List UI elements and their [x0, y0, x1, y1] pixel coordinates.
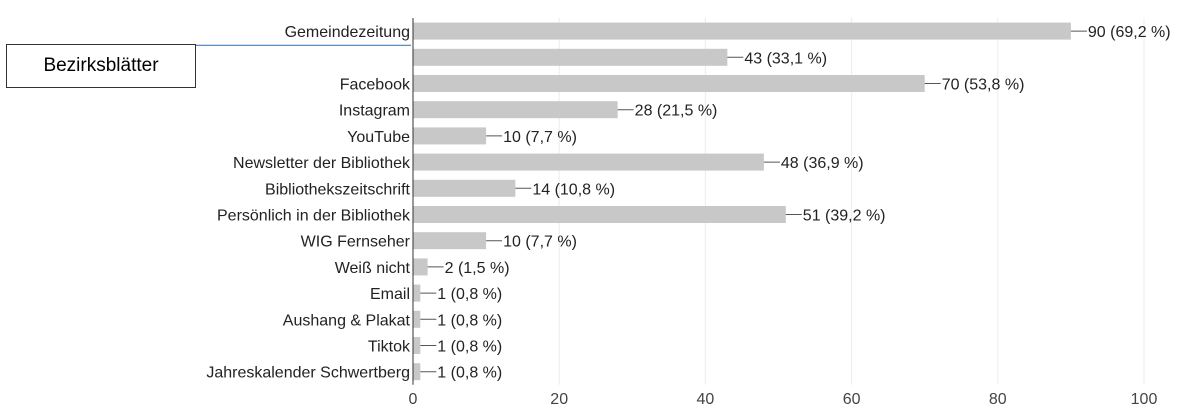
value-labels: 90 (69,2 %) 43 (33,1 %) 70 (53,8 %) 28 (21,…: [420, 24, 1171, 382]
value-label: 51 (39,2 %): [803, 208, 886, 225]
category-label: Bibliothekszeitschrift: [265, 181, 411, 198]
category-label: Tiktok: [368, 339, 411, 356]
bar: [413, 310, 421, 328]
bar: [413, 127, 487, 145]
value-label: 2 (1,5 %): [445, 260, 510, 277]
bar: [413, 232, 487, 250]
bar: [413, 206, 786, 223]
bar: [413, 258, 428, 276]
category-label: YouTube: [347, 129, 410, 146]
grid-lines: [558, 18, 1145, 385]
category-label: Gemeindezeitung: [285, 24, 410, 41]
bars: [413, 22, 1071, 381]
value-label: 48 (36,9 %): [781, 155, 864, 172]
callout-label: Bezirksblätter: [43, 55, 159, 76]
bar: [413, 48, 728, 66]
value-label: 1 (0,8 %): [437, 286, 502, 303]
category-label: Newsletter der Bibliothek: [233, 155, 411, 172]
category-label: Email: [370, 286, 410, 303]
bar: [413, 22, 1071, 40]
x-tick-label: 20: [550, 391, 568, 408]
category-labels: Gemeindezeitung Facebook Instagram YouTube N…: [206, 24, 411, 382]
value-label: 43 (33,1 %): [744, 50, 827, 67]
value-label: 90 (69,2 %): [1088, 24, 1171, 41]
x-tick-label: 60: [843, 391, 861, 408]
bar: [413, 337, 421, 354]
x-tick-label: 100: [1131, 391, 1158, 408]
value-label: 14 (10,8 %): [532, 181, 615, 198]
bar: [413, 179, 516, 197]
bar: [413, 75, 925, 92]
bar: [413, 363, 421, 381]
value-label: 10 (7,7 %): [503, 234, 577, 251]
category-label: Aushang & Plakat: [283, 312, 411, 329]
category-label: Persönlich in der Bibliothek: [217, 208, 411, 225]
value-label: 70 (53,8 %): [942, 77, 1025, 94]
category-label: Facebook: [340, 77, 411, 94]
value-label: 10 (7,7 %): [503, 129, 577, 146]
bar: [413, 153, 764, 171]
x-tick-label: 80: [989, 391, 1007, 408]
value-label: 1 (0,8 %): [437, 339, 502, 356]
category-label: Jahreskalender Schwertberg: [206, 365, 410, 382]
bar: [413, 101, 618, 119]
value-label: 1 (0,8 %): [437, 365, 502, 382]
value-label: 1 (0,8 %): [437, 312, 502, 329]
x-axis-ticks: 0 20 40 60 80 100: [409, 391, 1158, 408]
category-label: Instagram: [339, 103, 410, 120]
x-tick-label: 40: [697, 391, 715, 408]
callout-box: Bezirksblätter: [6, 44, 196, 88]
category-label: Weiß nicht: [335, 260, 411, 277]
x-tick-label: 0: [409, 391, 418, 408]
category-label: WIG Fernseher: [301, 234, 411, 251]
value-label: 28 (21,5 %): [635, 103, 718, 120]
bar: [413, 284, 421, 302]
